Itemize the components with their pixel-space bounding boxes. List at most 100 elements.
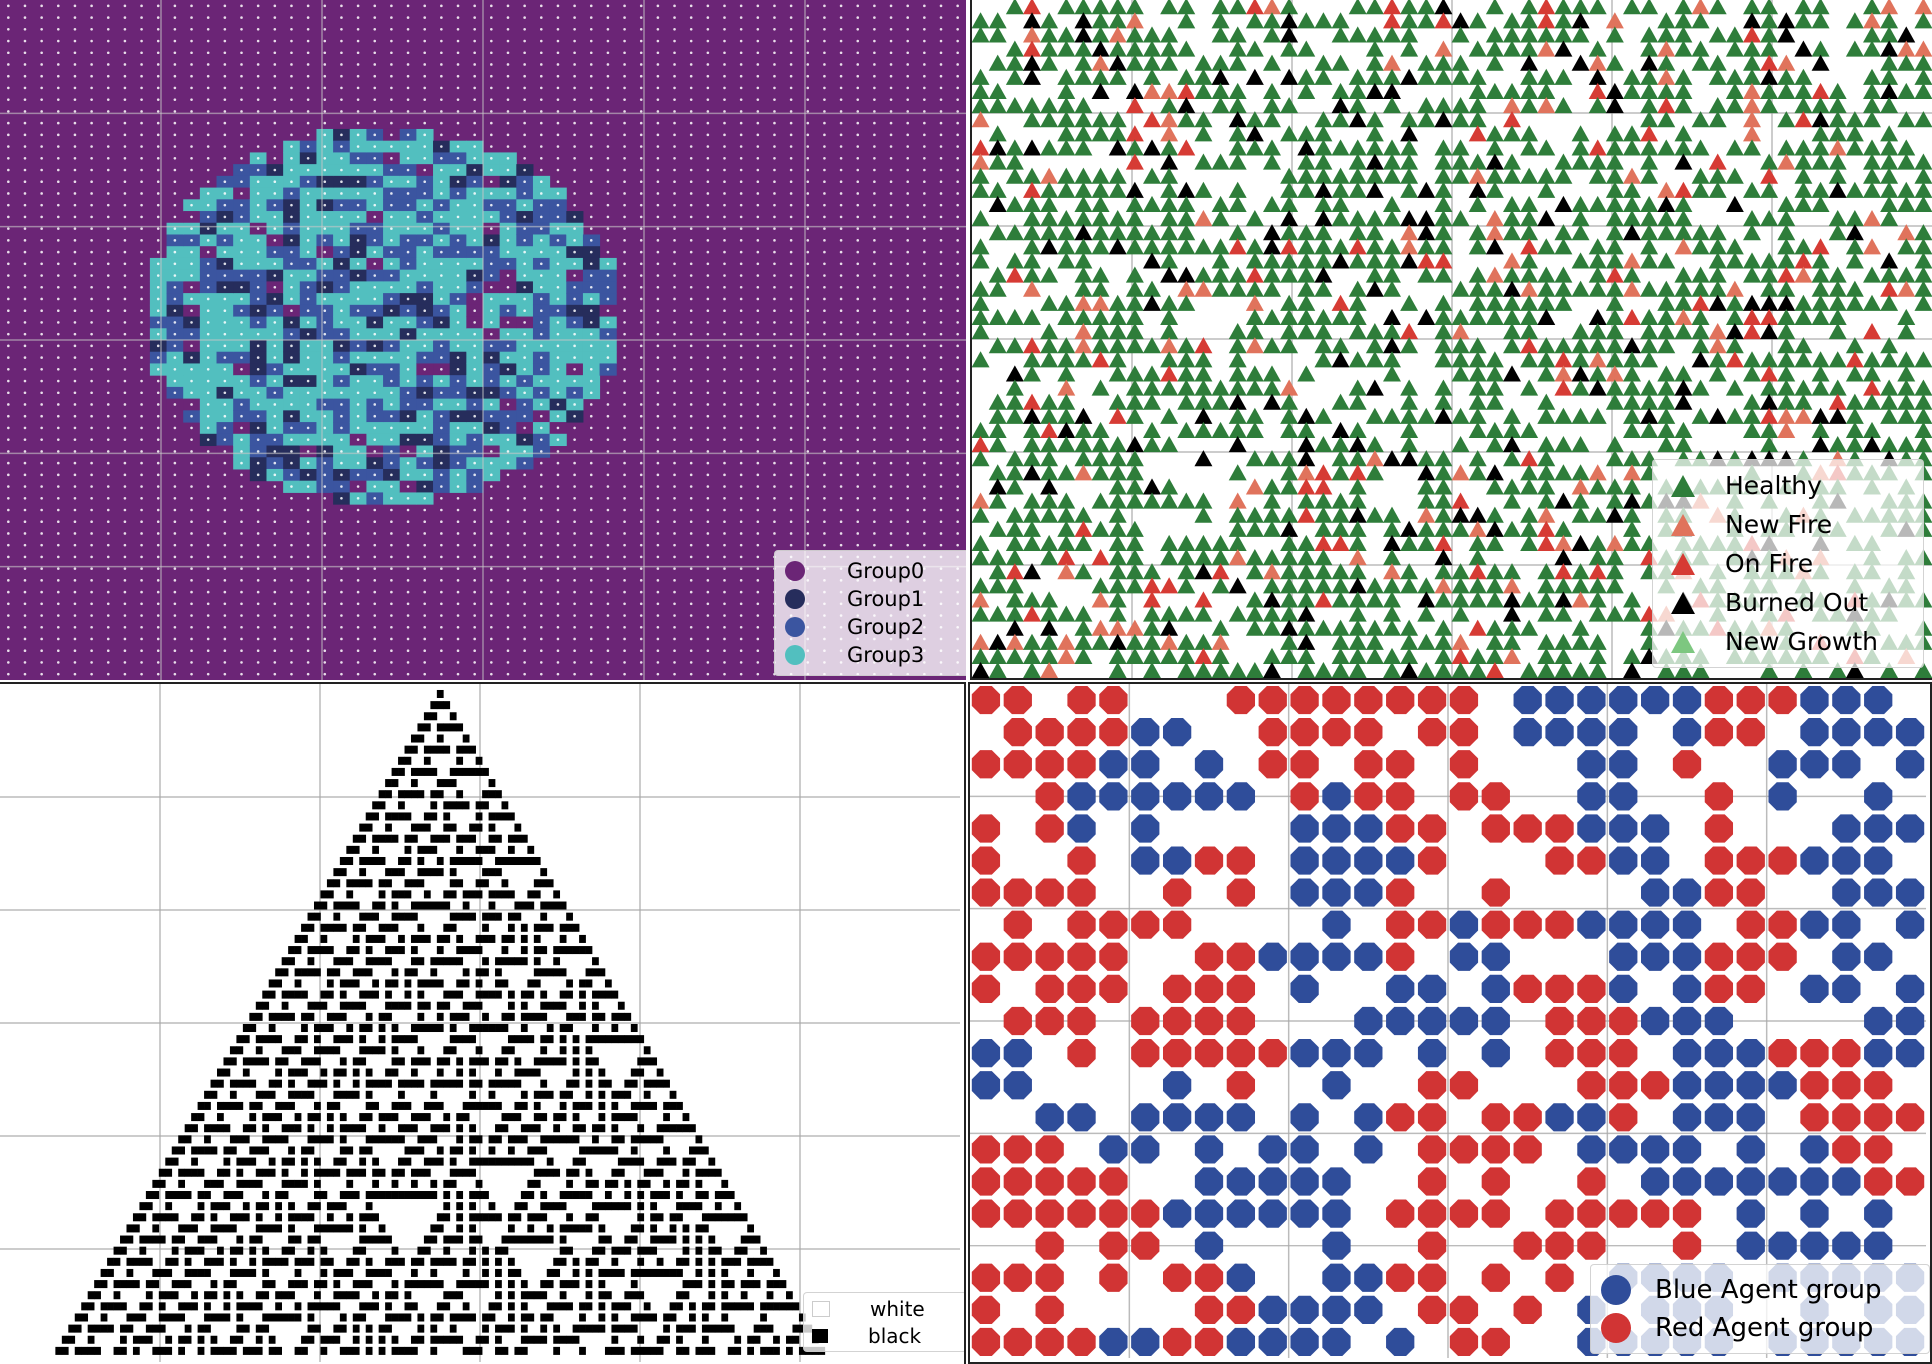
grid-dot [956,145,959,148]
grid-dot [190,133,193,137]
grid-dot [90,368,93,371]
tree-marker [1314,464,1333,481]
tree-marker [1297,478,1316,495]
grid-dot [606,51,610,55]
grid-dot [839,168,843,172]
grid-dot [856,110,860,113]
grid-dot [773,156,776,160]
grid-dot [340,426,343,430]
grid-dot [539,508,543,512]
tree-marker [988,661,1007,678]
grid-dot [689,203,693,207]
grid-dot [373,86,377,90]
grid-dot [956,39,959,43]
grid-dot [7,579,10,582]
tree-marker [972,238,990,255]
grid-dot [589,649,593,652]
grid-dot [689,590,693,594]
grid-dot [523,414,526,418]
grid-dot [56,98,60,101]
tree-marker [1211,421,1230,438]
tree-marker [1400,252,1419,269]
grid-dot [190,297,193,301]
tree-marker [988,82,1007,99]
grid-dot [789,86,793,90]
tree-marker [1040,139,1059,156]
grid-dot [490,133,493,137]
grid-dot [506,579,510,582]
grid-dot [240,555,243,559]
grid-dot [406,356,410,359]
grid-dot [589,368,593,371]
tree-marker [1194,209,1213,227]
grid-dot [539,285,543,289]
grid-dot [739,567,743,570]
grid-dot [273,508,277,512]
grid-dot [539,98,543,101]
tree-marker [1125,54,1144,71]
grid-dot [490,625,493,629]
grid-dot [623,51,626,55]
grid-dot [273,145,277,148]
grid-dot [423,297,427,301]
grid-dot [573,86,576,90]
grid-dot [123,192,127,195]
grid-dot [573,672,576,676]
grid-dot [340,614,343,617]
tree-marker [972,111,990,128]
grid-dot [523,567,526,570]
grid-dot [140,496,143,500]
grid-dot [490,555,493,559]
grid-dot [123,344,127,348]
grid-dot [739,239,743,242]
grid-dot [739,203,743,207]
grid-dot [856,356,860,359]
tree-marker [1125,82,1144,99]
grid-dot [240,625,243,629]
grid-dot [706,649,710,652]
tree-marker [1074,54,1093,71]
grid-dot [306,543,310,547]
grid-dot [723,321,726,324]
grid-dot [223,356,227,359]
tree-marker [1228,421,1247,438]
grid-dot [90,508,93,512]
grid-dot [90,51,93,55]
grid-dot [806,285,810,289]
tree-marker [1245,0,1264,15]
grid-dot [939,63,943,66]
tree-marker [1074,0,1093,15]
grid-dot [806,156,810,160]
grid-dot [856,461,860,465]
grid-dot [573,532,576,535]
grid-dot [140,285,143,289]
grid-dot [456,461,460,465]
grid-dot [356,508,360,512]
grid-dot [839,28,843,31]
grid-dot [123,168,127,172]
grid-dot [173,203,177,207]
grid-dot [689,508,693,512]
grid-dot [823,133,826,137]
grid-dot [56,215,60,219]
grid-dot [290,543,293,547]
grid-dot [956,262,959,266]
grid-dot [56,16,60,19]
grid-dot [306,649,310,652]
grid-dot [423,520,427,524]
grid-dot [223,508,227,512]
tree-marker [1125,337,1144,354]
grid-dot [173,368,177,371]
grid-dot [539,532,543,535]
grid-dot [823,145,826,148]
grid-dot [506,250,510,254]
tree-marker [1143,167,1161,184]
grid-dot [689,414,693,418]
grid-dot [939,438,943,441]
grid-dot [656,309,660,312]
grid-dot [773,485,776,488]
grid-dot [506,63,510,66]
grid-dot [140,532,143,535]
grid-dot [223,215,227,219]
grid-dot [206,250,210,254]
